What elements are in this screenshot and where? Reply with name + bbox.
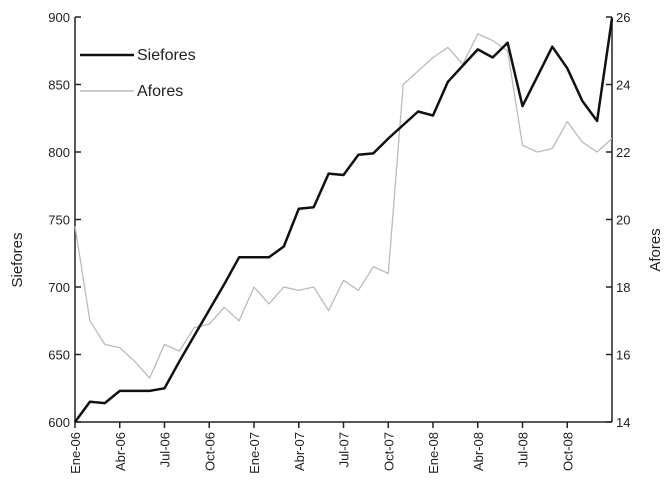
y-tick-label-left: 650	[48, 348, 70, 363]
x-tick-label: Ene-08	[426, 432, 441, 474]
x-tick-label: Abr-08	[471, 432, 486, 471]
y-tick-label-left: 700	[48, 280, 70, 295]
y-tick-label-right: 14	[616, 415, 630, 430]
y-tick-label-right: 22	[616, 145, 630, 160]
x-tick-label: Abr-06	[113, 432, 128, 471]
series-line-siefores	[73, 18, 614, 423]
y-tick-label-left: 850	[48, 78, 70, 93]
y-tick-label-right: 24	[616, 78, 630, 93]
legend: Siefores Afores	[80, 47, 196, 100]
x-tick-label: Abr-07	[292, 432, 307, 471]
x-tick-label: Ene-07	[247, 432, 262, 474]
x-tick-label: Oct-08	[560, 432, 575, 471]
legend-label-afores: Afores	[137, 83, 183, 100]
y-axis-label-right: Afores	[647, 228, 664, 271]
y-tick-label-right: 16	[616, 348, 630, 363]
y-tick-label-left: 750	[48, 213, 70, 228]
x-tick-label: Jul-08	[516, 432, 531, 467]
y-tick-label-left: 600	[48, 415, 70, 430]
y-tick-label-right: 18	[616, 280, 630, 295]
axes: 600 650 700 750 800 850 900 14 16 18 20 22 24 26 Ene-0…	[48, 10, 630, 474]
y-axis-label-left: Siefores	[9, 232, 26, 287]
x-tick-label: Oct-07	[381, 432, 396, 471]
x-tick-label: Jul-06	[158, 432, 173, 467]
y-tick-label-left: 900	[48, 10, 70, 25]
x-tick-label: Oct-06	[202, 432, 217, 471]
series-layer	[73, 18, 614, 423]
x-tick-label: Jul-07	[337, 432, 352, 467]
y-tick-label-right: 20	[616, 213, 630, 228]
x-tick-label: Ene-06	[68, 432, 83, 474]
legend-label-siefores: Siefores	[137, 47, 196, 64]
y-tick-label-left: 800	[48, 145, 70, 160]
series-line-afores	[74, 33, 613, 379]
y-tick-label-right: 26	[616, 10, 630, 25]
